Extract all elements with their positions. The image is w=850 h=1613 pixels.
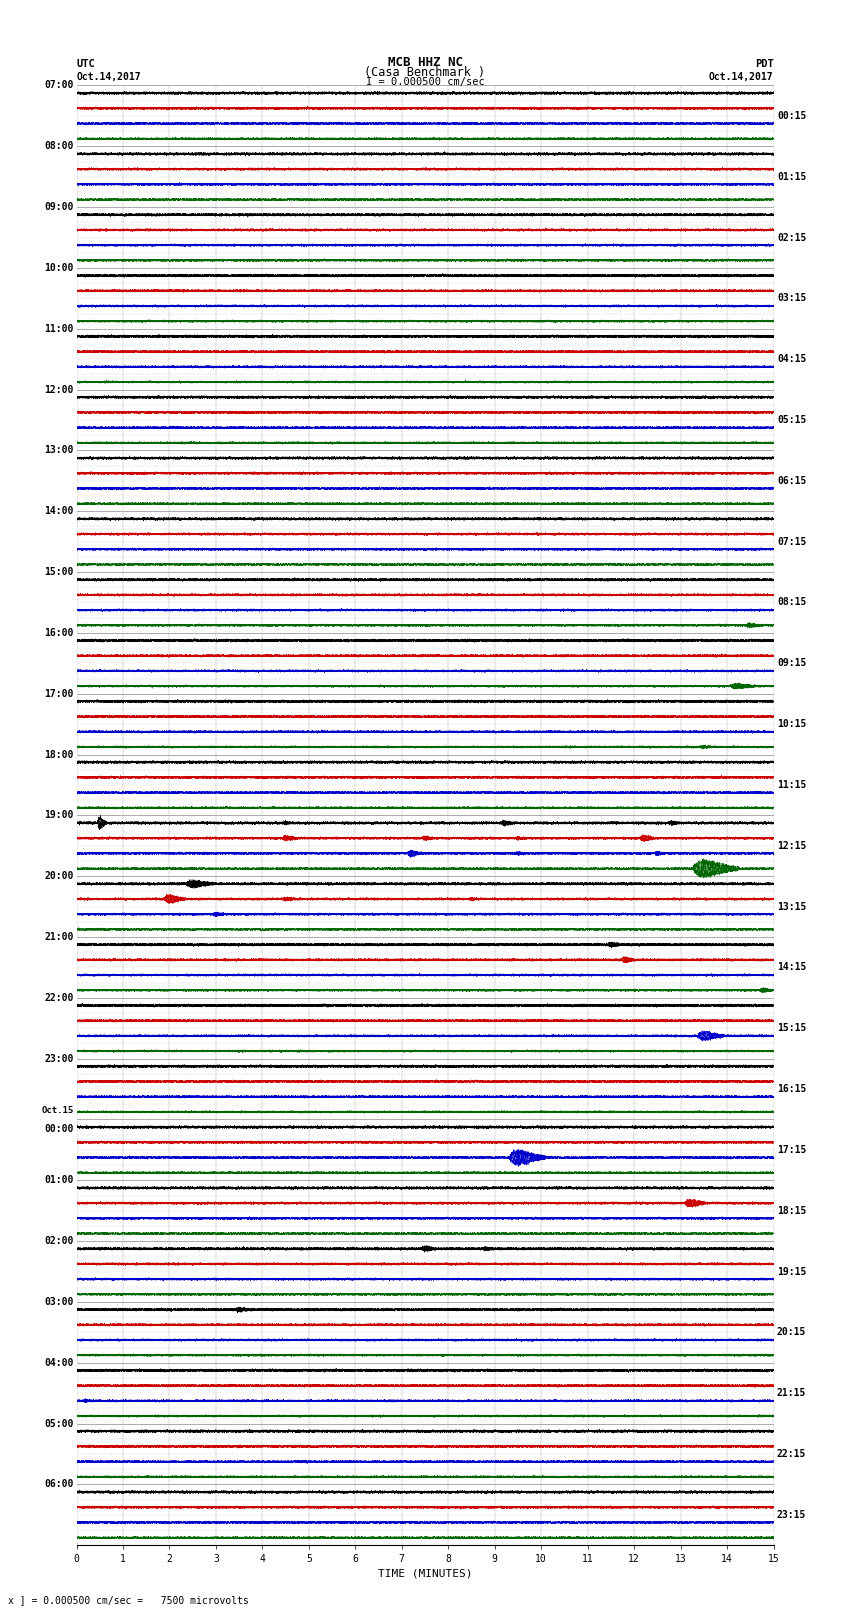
Text: 04:00: 04:00: [44, 1358, 74, 1368]
Text: 09:15: 09:15: [777, 658, 807, 668]
Text: 02:15: 02:15: [777, 232, 807, 242]
Text: Oct.14,2017: Oct.14,2017: [76, 73, 141, 82]
Text: 12:15: 12:15: [777, 840, 807, 850]
Text: 23:00: 23:00: [44, 1053, 74, 1063]
Text: 19:15: 19:15: [777, 1266, 807, 1276]
Text: Oct.14,2017: Oct.14,2017: [709, 73, 774, 82]
Text: 21:15: 21:15: [777, 1389, 807, 1398]
Text: 20:00: 20:00: [44, 871, 74, 881]
Text: 15:15: 15:15: [777, 1023, 807, 1034]
Text: I = 0.000500 cm/sec: I = 0.000500 cm/sec: [366, 77, 484, 87]
Text: 10:15: 10:15: [777, 719, 807, 729]
Text: 22:15: 22:15: [777, 1448, 807, 1460]
Text: 00:15: 00:15: [777, 111, 807, 121]
Text: 23:15: 23:15: [777, 1510, 807, 1519]
Text: 08:00: 08:00: [44, 142, 74, 152]
Text: 09:00: 09:00: [44, 202, 74, 213]
Text: x ] = 0.000500 cm/sec =   7500 microvolts: x ] = 0.000500 cm/sec = 7500 microvolts: [8, 1595, 249, 1605]
Text: 05:15: 05:15: [777, 415, 807, 424]
Text: 10:00: 10:00: [44, 263, 74, 273]
Text: 11:15: 11:15: [777, 781, 807, 790]
Text: 05:00: 05:00: [44, 1418, 74, 1429]
Text: 02:00: 02:00: [44, 1236, 74, 1247]
Text: 07:00: 07:00: [44, 81, 74, 90]
Text: 18:15: 18:15: [777, 1207, 807, 1216]
Text: 00:00: 00:00: [44, 1124, 74, 1134]
Text: 13:00: 13:00: [44, 445, 74, 455]
Text: 14:15: 14:15: [777, 963, 807, 973]
Text: 13:15: 13:15: [777, 902, 807, 911]
Text: 03:15: 03:15: [777, 294, 807, 303]
Text: (Casa Benchmark ): (Casa Benchmark ): [365, 66, 485, 79]
Text: 21:00: 21:00: [44, 932, 74, 942]
Text: 04:15: 04:15: [777, 355, 807, 365]
Text: 18:00: 18:00: [44, 750, 74, 760]
Text: 16:00: 16:00: [44, 627, 74, 637]
Text: 01:15: 01:15: [777, 171, 807, 182]
Text: 06:00: 06:00: [44, 1479, 74, 1489]
X-axis label: TIME (MINUTES): TIME (MINUTES): [377, 1568, 473, 1579]
Text: 17:15: 17:15: [777, 1145, 807, 1155]
Text: UTC: UTC: [76, 60, 95, 69]
Text: 17:00: 17:00: [44, 689, 74, 698]
Text: 06:15: 06:15: [777, 476, 807, 486]
Text: 01:00: 01:00: [44, 1176, 74, 1186]
Text: 16:15: 16:15: [777, 1084, 807, 1094]
Text: 20:15: 20:15: [777, 1327, 807, 1337]
Text: 07:15: 07:15: [777, 537, 807, 547]
Text: 08:15: 08:15: [777, 597, 807, 608]
Text: Oct.15: Oct.15: [42, 1105, 74, 1115]
Text: MCB HHZ NC: MCB HHZ NC: [388, 56, 462, 69]
Text: 03:00: 03:00: [44, 1297, 74, 1307]
Text: 22:00: 22:00: [44, 994, 74, 1003]
Text: PDT: PDT: [755, 60, 774, 69]
Text: 12:00: 12:00: [44, 384, 74, 395]
Text: 14:00: 14:00: [44, 506, 74, 516]
Text: 11:00: 11:00: [44, 324, 74, 334]
Text: 19:00: 19:00: [44, 810, 74, 821]
Text: 15:00: 15:00: [44, 568, 74, 577]
